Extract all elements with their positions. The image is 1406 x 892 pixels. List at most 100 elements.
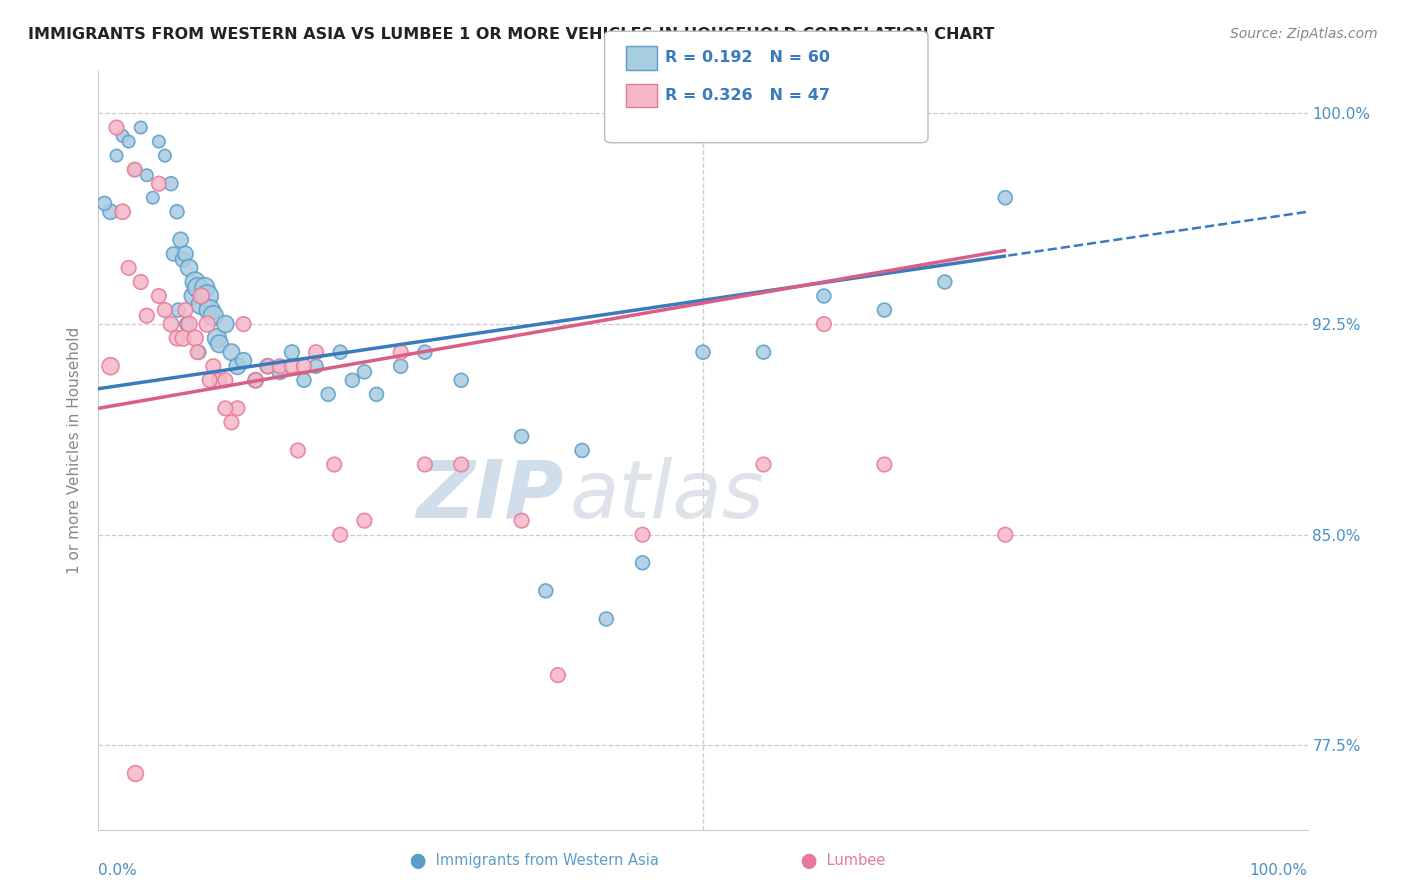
Point bbox=[181, 289, 204, 303]
Point bbox=[187, 345, 209, 359]
Point bbox=[214, 373, 236, 387]
Text: 100.0%: 100.0% bbox=[1250, 863, 1308, 879]
Point bbox=[190, 297, 212, 311]
Point bbox=[202, 359, 225, 374]
Point bbox=[534, 583, 557, 598]
Point bbox=[111, 128, 134, 143]
Point bbox=[752, 458, 775, 472]
Text: ZIP: ZIP bbox=[416, 457, 564, 535]
Point bbox=[595, 612, 617, 626]
Point bbox=[135, 168, 157, 182]
Point bbox=[176, 317, 198, 331]
Text: R = 0.192   N = 60: R = 0.192 N = 60 bbox=[665, 51, 830, 65]
Point bbox=[631, 527, 654, 541]
Point bbox=[124, 162, 146, 177]
Point bbox=[187, 280, 209, 294]
Text: 0.0%: 0.0% bbox=[98, 863, 138, 879]
Point bbox=[934, 275, 956, 289]
Point bbox=[162, 247, 184, 261]
Point bbox=[214, 401, 236, 416]
Point bbox=[413, 458, 436, 472]
Point bbox=[256, 359, 278, 374]
Point bbox=[631, 556, 654, 570]
Point bbox=[813, 317, 835, 331]
Point bbox=[172, 331, 194, 345]
Point bbox=[994, 527, 1017, 541]
Point bbox=[547, 668, 569, 682]
Point bbox=[221, 345, 243, 359]
Point bbox=[692, 345, 714, 359]
Text: ⬤  Lumbee: ⬤ Lumbee bbox=[801, 853, 886, 869]
Point bbox=[198, 373, 221, 387]
Point bbox=[342, 373, 364, 387]
Point bbox=[245, 373, 267, 387]
Point bbox=[214, 317, 236, 331]
Point bbox=[167, 303, 190, 318]
Point bbox=[160, 177, 183, 191]
Point bbox=[413, 345, 436, 359]
Point bbox=[100, 204, 122, 219]
Point bbox=[129, 120, 152, 135]
Point bbox=[873, 458, 896, 472]
Point bbox=[124, 162, 146, 177]
Point bbox=[752, 345, 775, 359]
Point bbox=[256, 359, 278, 374]
Point bbox=[93, 196, 115, 211]
Point bbox=[174, 303, 197, 318]
Point bbox=[232, 317, 254, 331]
Text: R = 0.326   N = 47: R = 0.326 N = 47 bbox=[665, 88, 830, 103]
Point bbox=[111, 204, 134, 219]
Y-axis label: 1 or more Vehicles in Household: 1 or more Vehicles in Household bbox=[67, 326, 83, 574]
Point bbox=[100, 359, 122, 374]
Point bbox=[226, 401, 249, 416]
Text: atlas: atlas bbox=[569, 457, 765, 535]
Point bbox=[873, 303, 896, 318]
Point bbox=[179, 317, 201, 331]
Point bbox=[292, 359, 315, 374]
Text: Source: ZipAtlas.com: Source: ZipAtlas.com bbox=[1230, 27, 1378, 41]
Point bbox=[450, 458, 472, 472]
Point bbox=[174, 247, 197, 261]
Point bbox=[329, 527, 352, 541]
Point bbox=[329, 345, 352, 359]
Point bbox=[142, 191, 165, 205]
Point bbox=[205, 331, 228, 345]
Point bbox=[292, 373, 315, 387]
Point bbox=[198, 303, 221, 318]
Point bbox=[226, 359, 249, 374]
Point bbox=[179, 260, 201, 275]
Point bbox=[135, 309, 157, 323]
Point bbox=[118, 135, 141, 149]
Point bbox=[571, 443, 593, 458]
Point bbox=[450, 373, 472, 387]
Point bbox=[187, 345, 209, 359]
Point bbox=[194, 280, 217, 294]
Point bbox=[305, 359, 328, 374]
Point bbox=[153, 148, 176, 162]
Point bbox=[148, 289, 170, 303]
Point bbox=[316, 387, 339, 401]
Point bbox=[389, 345, 412, 359]
Point bbox=[389, 359, 412, 374]
Point bbox=[269, 365, 291, 379]
Text: ⬤  Immigrants from Western Asia: ⬤ Immigrants from Western Asia bbox=[409, 853, 659, 869]
Point bbox=[184, 275, 207, 289]
Point bbox=[269, 359, 291, 374]
Point bbox=[366, 387, 388, 401]
Text: IMMIGRANTS FROM WESTERN ASIA VS LUMBEE 1 OR MORE VEHICLES IN HOUSEHOLD CORRELATI: IMMIGRANTS FROM WESTERN ASIA VS LUMBEE 1… bbox=[28, 27, 994, 42]
Point bbox=[153, 303, 176, 318]
Point bbox=[323, 458, 346, 472]
Point bbox=[148, 135, 170, 149]
Point bbox=[118, 260, 141, 275]
Point bbox=[124, 766, 146, 780]
Point bbox=[353, 514, 375, 528]
Point bbox=[160, 317, 183, 331]
Point bbox=[169, 233, 191, 247]
Point bbox=[281, 345, 304, 359]
Point bbox=[166, 204, 188, 219]
Point bbox=[994, 191, 1017, 205]
Point bbox=[232, 353, 254, 368]
Point bbox=[813, 289, 835, 303]
Point bbox=[281, 359, 304, 374]
Point bbox=[129, 275, 152, 289]
